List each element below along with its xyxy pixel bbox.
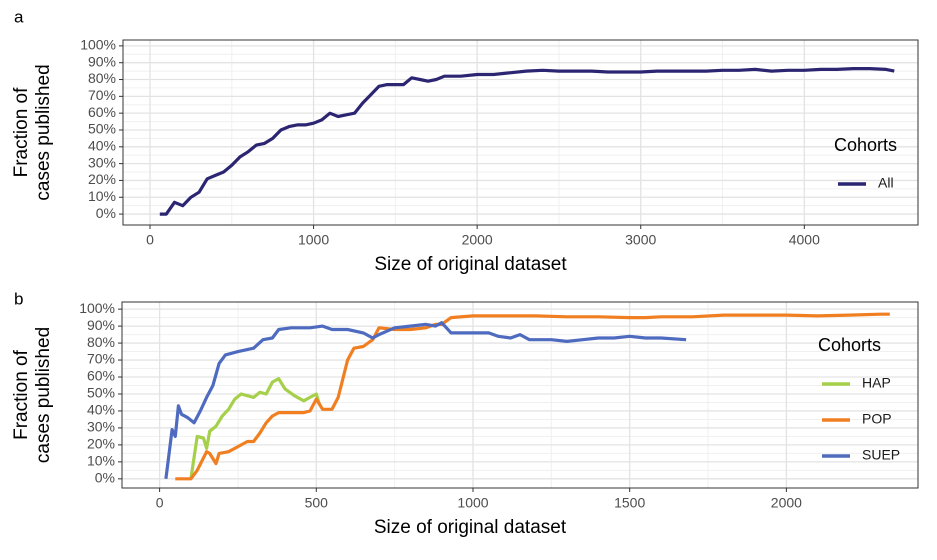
y-tick-label: 30% — [87, 419, 115, 435]
legend-label: SUEP — [862, 447, 900, 463]
y-axis-title: Fraction of — [11, 349, 32, 439]
y-axis-title: cases published — [33, 64, 54, 200]
x-tick-label: 500 — [305, 495, 329, 511]
x-tick-label: 0 — [156, 495, 164, 511]
y-axis-title: cases published — [33, 327, 54, 463]
data-line — [159, 67, 895, 216]
panel-label: b — [14, 289, 23, 308]
y-tick-label: 40% — [88, 137, 116, 153]
panel-label: a — [14, 7, 24, 26]
data-line — [189, 377, 321, 480]
y-tick-label: 0% — [96, 205, 116, 221]
y-tick-label: 80% — [88, 70, 116, 86]
x-tick-label: 4000 — [789, 232, 820, 248]
y-tick-label: 60% — [87, 368, 115, 384]
legend-label: HAP — [862, 375, 891, 391]
data-line — [175, 312, 890, 481]
x-tick-label: 1000 — [298, 232, 329, 248]
y-tick-label: 60% — [88, 104, 116, 120]
y-tick-label: 80% — [87, 334, 115, 350]
plot-border — [121, 301, 919, 489]
y-tick-label: 90% — [88, 53, 116, 69]
y-tick-label: 70% — [87, 351, 115, 367]
y-tick-label: 50% — [87, 385, 115, 401]
y-tick-label: 100% — [79, 300, 115, 316]
y-tick-label: 50% — [88, 121, 116, 137]
plot-border — [122, 39, 919, 226]
y-tick-label: 0% — [95, 470, 115, 486]
y-tick-label: 100% — [80, 37, 116, 53]
x-tick-label: 2000 — [771, 495, 802, 511]
y-tick-label: 20% — [88, 171, 116, 187]
y-tick-label: 40% — [87, 402, 115, 418]
legend-title: Cohorts — [834, 135, 897, 155]
legend-label: POP — [862, 411, 892, 427]
y-tick-label: 30% — [88, 154, 116, 170]
y-tick-label: 70% — [88, 87, 116, 103]
legend-title: Cohorts — [818, 335, 881, 355]
y-tick-label: 90% — [87, 317, 115, 333]
y-tick-label: 20% — [87, 436, 115, 452]
x-tick-label: 1500 — [614, 495, 645, 511]
y-tick-label: 10% — [87, 453, 115, 469]
x-axis-title: Size of original dataset — [374, 517, 567, 538]
x-tick-label: 0 — [146, 232, 154, 248]
legend-label: All — [878, 175, 894, 191]
x-tick-label: 2000 — [462, 232, 493, 248]
x-tick-label: 1000 — [457, 495, 488, 511]
y-axis-title: Fraction of — [11, 87, 32, 177]
x-axis-title: Size of original dataset — [374, 254, 567, 275]
y-tick-label: 10% — [88, 188, 116, 204]
data-line — [164, 321, 687, 480]
x-tick-label: 3000 — [625, 232, 656, 248]
